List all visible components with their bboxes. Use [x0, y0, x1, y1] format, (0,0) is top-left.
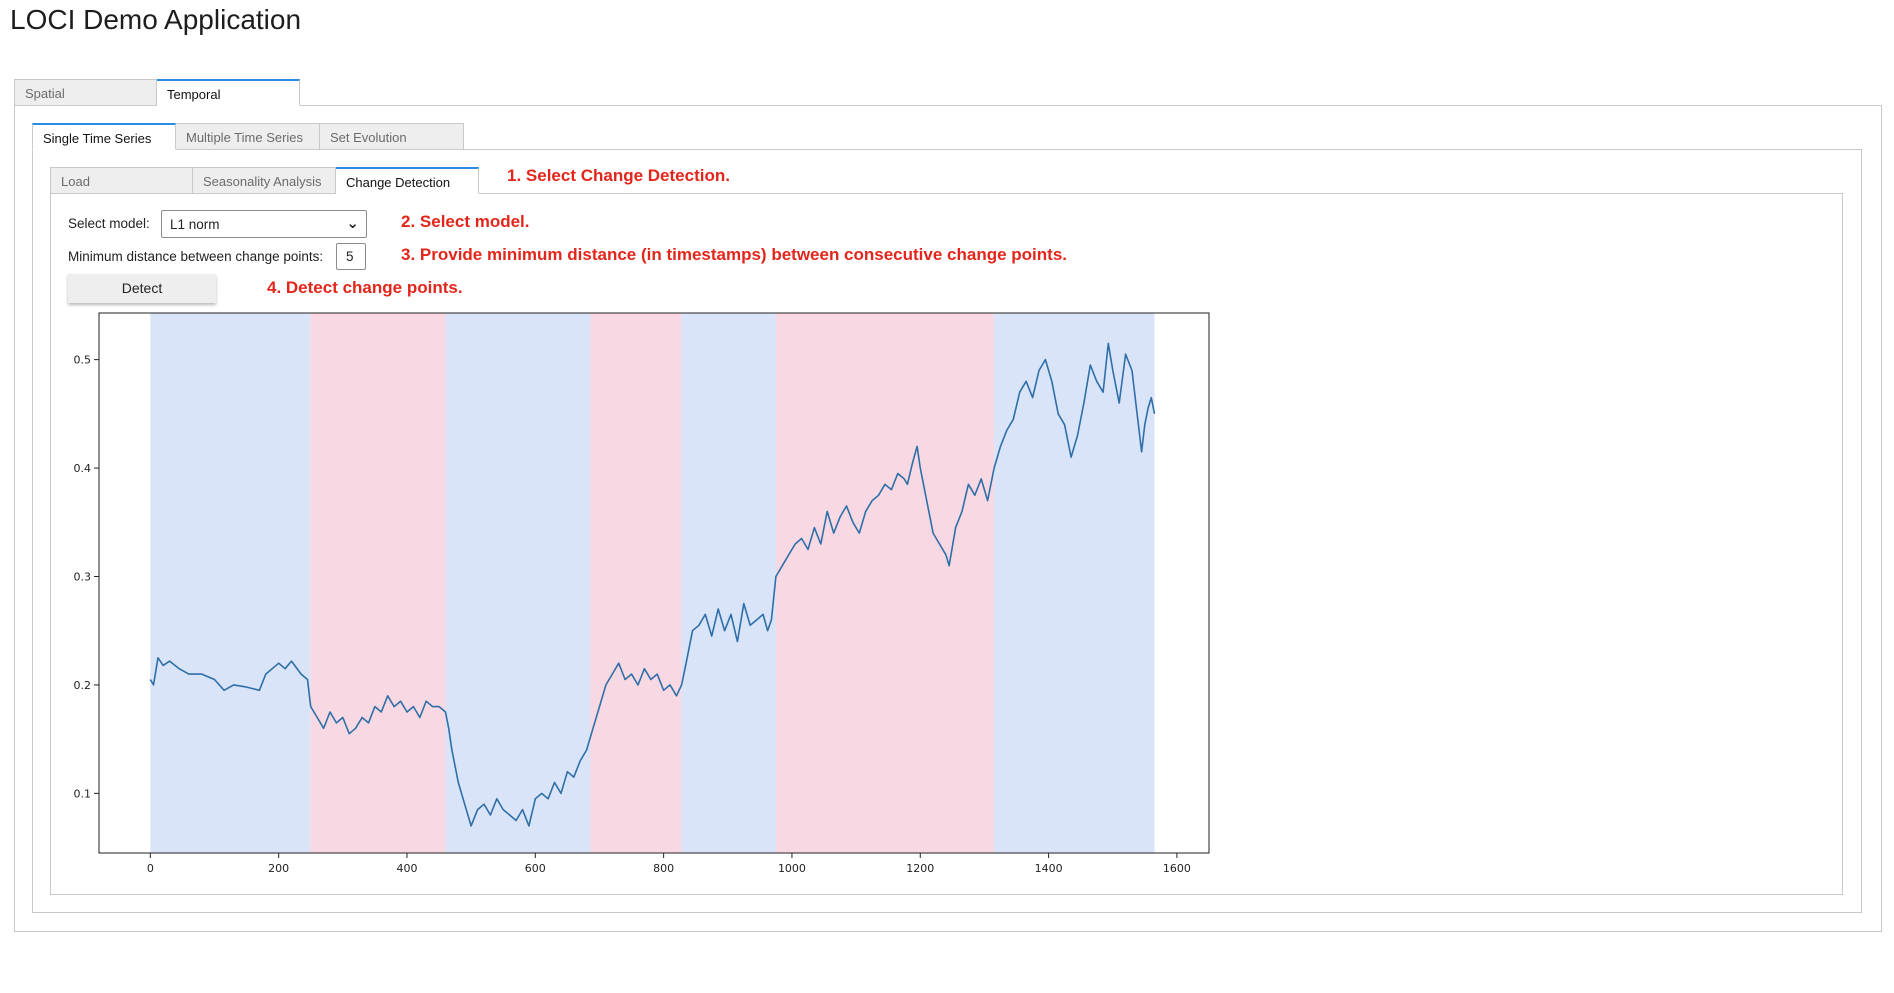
y-tick-label: 0.3 [74, 570, 92, 583]
step3-note: 3. Provide minimum distance (in timestam… [401, 245, 1067, 264]
x-tick-label: 1400 [1035, 862, 1063, 875]
segment-band-blue [445, 313, 591, 853]
min-distance-label: Minimum distance between change points: [68, 249, 324, 264]
tab-set-evolution[interactable]: Set Evolution [320, 123, 464, 150]
change-detection-chart: 0 200 400 600 800 1000 1200 1400 1600 0.1 0.2 0.3 0.… [74, 312, 1210, 875]
model-select-value: L1 norm [170, 217, 220, 232]
segment-band-blue [681, 313, 776, 853]
step4-note: 4. Detect change points. [267, 278, 463, 297]
detect-button[interactable]: Detect [68, 274, 216, 303]
top-tabbar: Spatial Temporal [14, 79, 300, 106]
model-label: Select model: [68, 216, 150, 231]
step1-note: 1. Select Change Detection. [507, 166, 730, 185]
step2-note: 2. Select model. [401, 212, 530, 231]
tab-change-detection[interactable]: Change Detection [336, 167, 479, 194]
segment-band-blue [994, 313, 1155, 853]
series-line [149, 342, 1156, 827]
x-tick-label: 800 [653, 862, 674, 875]
min-distance-input[interactable]: 5 [336, 243, 366, 270]
x-tick-label: 400 [396, 862, 417, 875]
tab-multiple-time-series[interactable]: Multiple Time Series [176, 123, 320, 150]
x-tick-label: 1000 [778, 862, 806, 875]
x-tick-label: 0 [147, 862, 154, 875]
x-tick-label: 1200 [906, 862, 934, 875]
plot-frame [98, 312, 1210, 854]
tab-load[interactable]: Load [50, 167, 193, 194]
segment-band-blue [150, 313, 311, 853]
tab-temporal[interactable]: Temporal [157, 79, 300, 106]
x-tick-label: 1600 [1163, 862, 1191, 875]
x-tick-label: 200 [268, 862, 289, 875]
segment-band-pink [310, 313, 446, 853]
y-tick-label: 0.1 [74, 787, 92, 800]
app-title: LOCI Demo Application [10, 4, 302, 35]
x-tick-label: 600 [525, 862, 546, 875]
segment-band-pink [590, 313, 682, 853]
segment-band-pink [775, 313, 995, 853]
inner-tabbar: Load Seasonality Analysis Change Detecti… [50, 167, 479, 194]
tab-spatial[interactable]: Spatial [14, 79, 157, 106]
sub-tabbar: Single Time Series Multiple Time Series … [32, 123, 464, 150]
chevron-down-icon: ⌄ [346, 215, 359, 232]
y-tick-label: 0.2 [74, 679, 92, 692]
tab-single-time-series[interactable]: Single Time Series [32, 123, 176, 150]
y-tick-label: 0.4 [74, 462, 92, 475]
y-tick-label: 0.5 [74, 354, 92, 367]
tab-seasonality-analysis[interactable]: Seasonality Analysis [193, 167, 336, 194]
model-select[interactable]: L1 norm ⌄ [161, 210, 367, 238]
